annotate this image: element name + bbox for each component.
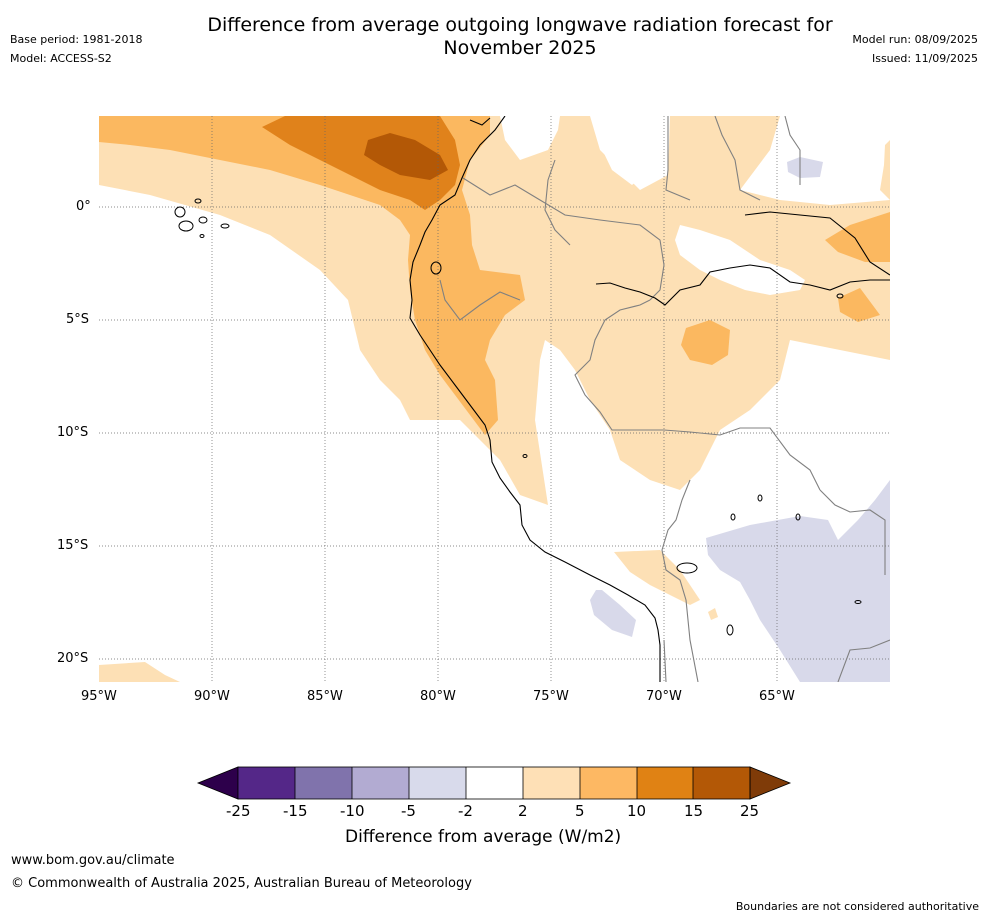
anomaly-region-mid-east [825, 212, 890, 262]
anomaly-region-mid-se [838, 288, 880, 322]
lon-label-95w: 95°W [81, 689, 117, 704]
lat-label-10s: 10°S [57, 425, 89, 440]
anomaly-region-negative-chile [590, 590, 636, 637]
map-title: Difference from average outgoing longwav… [150, 14, 890, 60]
model-run-text: Model run: 08/09/2025 [852, 33, 978, 46]
negro-river [744, 211, 890, 276]
colorbar-label-25: 25 [740, 802, 760, 820]
map-title-line1: Difference from average outgoing longwav… [207, 14, 833, 36]
pacific-coastline [409, 116, 661, 682]
lon-label-85w: 85°W [307, 689, 343, 704]
colorbar-label-m15: -15 [283, 802, 308, 820]
copyright-text: © Commonwealth of Australia 2025, Austra… [11, 876, 472, 891]
website-link[interactable]: www.bom.gov.au/climate [11, 853, 175, 868]
colorbar-label-10: 10 [627, 802, 647, 820]
anomaly-region-negative-north [787, 157, 823, 178]
map-title-line2: November 2025 [443, 37, 597, 59]
colorbar-label-5: 5 [575, 802, 585, 820]
colorbar-label-15: 15 [684, 802, 704, 820]
graticule [99, 116, 890, 682]
lat-label-20s: 20°S [57, 651, 89, 666]
anomaly-region-max [364, 133, 448, 180]
base-period-text: Base period: 1981-2018 [10, 33, 143, 46]
islands [174, 198, 862, 636]
colorbar-label-m5: -5 [401, 802, 416, 820]
lat-label-5s: 5°S [66, 312, 90, 327]
lat-label-0: 0° [76, 199, 91, 214]
coastlines [409, 116, 890, 682]
lon-label-80w: 80°W [420, 689, 456, 704]
neutral-hole-north [600, 116, 665, 185]
anomaly-region-light-small [708, 608, 718, 620]
lon-label-90w: 90°W [194, 689, 230, 704]
lon-label-65w: 65°W [759, 689, 795, 704]
colorbar-title: Difference from average (W/m2) [345, 827, 622, 847]
amazon-river [595, 264, 890, 306]
light-region-east-fill [880, 140, 890, 200]
issued-text: Issued: 11/09/2025 [871, 52, 978, 65]
colorbar-label-m25: -25 [226, 802, 251, 820]
anomaly-region-mid-peru [681, 320, 730, 365]
anomaly-region-light-sw [99, 662, 180, 682]
anomaly-region-negative-bolivia [706, 480, 890, 682]
lon-label-70w: 70°W [646, 689, 682, 704]
model-text: Model: ACCESS-S2 [10, 52, 112, 65]
colorbar-label-m2: -2 [458, 802, 473, 820]
lat-label-15s: 15°S [57, 538, 89, 553]
map-field [99, 116, 890, 682]
neutral-hole-amazon [675, 225, 805, 295]
disclaimer-text: Boundaries are not considered authoritat… [735, 900, 979, 913]
colorbar-label-m10: -10 [340, 802, 365, 820]
colorbar-label-2: 2 [518, 802, 528, 820]
lon-label-75w: 75°W [533, 689, 569, 704]
anomaly-region-light-titicaca [614, 550, 700, 605]
country-borders [439, 116, 890, 682]
lake-titicaca [676, 562, 698, 574]
